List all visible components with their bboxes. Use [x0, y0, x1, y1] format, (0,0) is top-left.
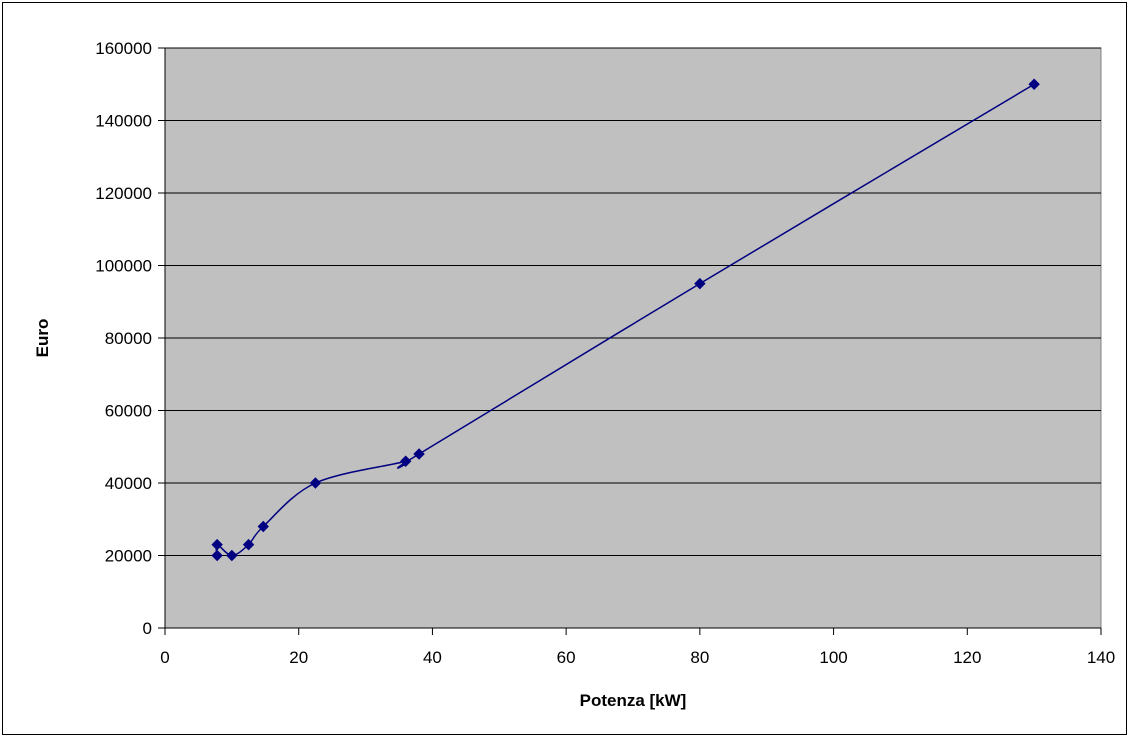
data-point-marker	[257, 520, 269, 533]
y-tick-label: 0	[143, 619, 152, 638]
x-tick-label: 100	[819, 648, 847, 667]
x-tick-label: 60	[557, 648, 576, 667]
x-tick-label: 120	[953, 648, 981, 667]
y-tick-label: 120000	[95, 184, 152, 203]
y-axis-title: Euro	[33, 319, 52, 358]
y-tick-label: 140000	[95, 112, 152, 131]
data-point-marker	[211, 538, 223, 551]
x-tick-label: 140	[1087, 648, 1115, 667]
axes: 0 20000 40000 60000 80000 100000 120000 140000 1…	[95, 39, 1115, 667]
chart-svg: 0 20000 40000 60000 80000 100000 120000 140000 1…	[33, 39, 1115, 710]
x-tick-label: 40	[423, 648, 442, 667]
y-tick-label: 100000	[95, 257, 152, 276]
y-tick-label: 40000	[105, 474, 152, 493]
y-tick-label: 160000	[95, 39, 152, 58]
data-point-marker	[413, 448, 425, 460]
series-layer	[211, 78, 1040, 562]
y-tick-label: 80000	[105, 329, 152, 348]
y-tick-label: 20000	[105, 547, 152, 566]
data-point-marker	[309, 477, 322, 489]
data-point-marker	[1028, 78, 1040, 90]
y-tick-label: 60000	[105, 402, 152, 421]
data-point-marker	[694, 277, 706, 290]
x-tick-label: 0	[160, 648, 169, 667]
x-tick-label: 80	[690, 648, 709, 667]
data-point-marker	[399, 455, 412, 467]
data-point-marker	[242, 538, 255, 551]
x-axis-title: Potenza [kW]	[580, 691, 687, 710]
data-point-marker	[226, 549, 238, 562]
x-tick-label: 20	[289, 648, 308, 667]
data-point-marker	[211, 549, 223, 562]
